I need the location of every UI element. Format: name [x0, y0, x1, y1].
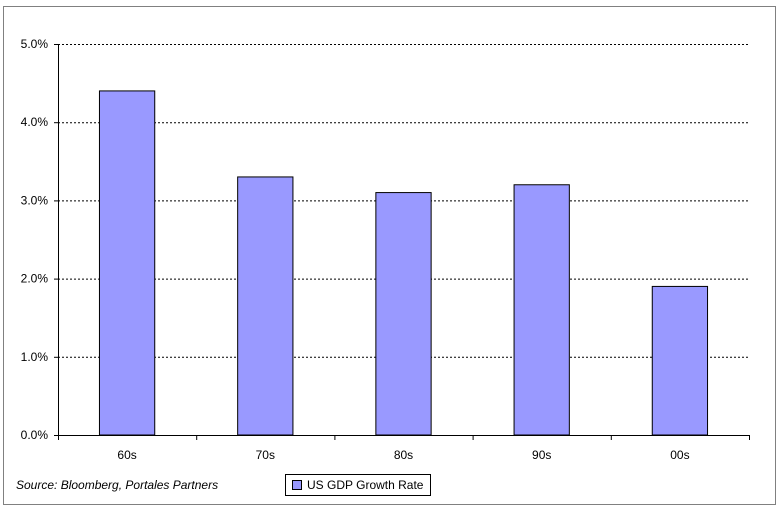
legend: US GDP Growth Rate [285, 474, 432, 496]
bar [237, 176, 294, 436]
x-tick-label: 00s [670, 448, 689, 462]
y-tick-label: 2.0% [21, 272, 49, 286]
y-tick-label: 0.0% [21, 428, 49, 442]
x-tick-label: 80s [394, 448, 413, 462]
x-tick-label: 90s [532, 448, 551, 462]
bar [513, 184, 570, 436]
bars [98, 90, 709, 436]
bar [651, 285, 709, 436]
x-tick-label: 60s [117, 448, 136, 462]
y-tick-label: 3.0% [21, 193, 49, 207]
axes [58, 44, 749, 436]
y-tick-label: 4.0% [21, 115, 49, 129]
x-axis-ticks: 60s 70s 80s 90s 00s [58, 435, 750, 462]
bar [98, 90, 156, 436]
y-axis-ticks: 0.0% 1.0% 2.0% 3.0% 4.0% 5.0% [21, 37, 58, 442]
y-tick-label: 5.0% [21, 37, 49, 51]
source-note: Source: Bloomberg, Portales Partners [16, 478, 219, 492]
legend-label: US GDP Growth Rate [307, 478, 424, 492]
bar [375, 192, 432, 436]
x-tick-label: 70s [256, 448, 275, 462]
y-tick-label: 1.0% [21, 350, 49, 364]
legend-swatch [292, 480, 302, 490]
